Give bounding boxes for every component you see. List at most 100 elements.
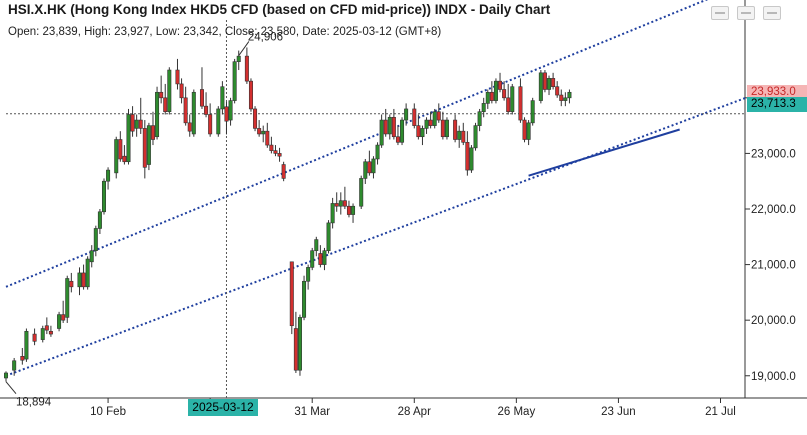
candle-body xyxy=(346,205,351,215)
candle-body xyxy=(502,89,507,99)
candle-body xyxy=(289,261,294,327)
candle-body xyxy=(322,250,327,265)
candle-body xyxy=(567,91,572,99)
y-tick-label: 19,000.0 xyxy=(751,371,796,383)
candle-body xyxy=(428,119,433,126)
candle-body xyxy=(457,130,462,140)
low-value: 23,342 xyxy=(183,26,219,38)
candle-body xyxy=(146,125,151,165)
candle-body xyxy=(489,91,494,101)
candle-body xyxy=(481,103,486,113)
candle-body xyxy=(297,317,302,371)
candle-body xyxy=(371,158,376,174)
candle-body xyxy=(310,250,315,268)
candle-body xyxy=(183,97,188,124)
candle-body xyxy=(465,141,470,171)
candle-body xyxy=(526,122,531,140)
candle-body xyxy=(555,86,560,96)
candle-body xyxy=(24,330,29,360)
candle-body xyxy=(363,161,368,179)
candle-body xyxy=(436,111,441,121)
candle-body xyxy=(122,155,127,163)
candle-body xyxy=(420,128,425,138)
candle-body xyxy=(293,328,298,371)
candle-body xyxy=(547,78,552,90)
candle-body xyxy=(273,150,278,154)
candle-body xyxy=(32,333,37,342)
close-value: 23,580 xyxy=(260,26,296,38)
candle-body xyxy=(538,72,543,101)
close-label: Close: xyxy=(224,26,258,38)
candle-body xyxy=(318,253,323,265)
candle-body xyxy=(359,178,364,207)
candle-body xyxy=(559,94,564,101)
candle-body xyxy=(89,250,94,263)
annotation-label: 18,894 xyxy=(16,397,52,409)
candle-body xyxy=(342,200,347,207)
candle-body xyxy=(204,105,209,115)
y-tick-label: 21,000.0 xyxy=(751,260,796,272)
candle-body xyxy=(114,139,119,174)
candle-body xyxy=(391,116,396,138)
candle-body xyxy=(199,89,204,107)
candle-body xyxy=(485,91,490,104)
candle-body xyxy=(461,130,466,143)
candle-body xyxy=(155,91,160,138)
candle-body xyxy=(469,147,474,171)
image-icon[interactable] xyxy=(711,6,729,20)
expand-icon[interactable] xyxy=(763,6,781,20)
candle-body xyxy=(404,108,409,121)
crosshair-date-tag: 2025-03-12 xyxy=(188,399,258,416)
last-price-tag: 23,933.0 xyxy=(747,85,807,100)
candle-body xyxy=(551,78,556,88)
support-trendline xyxy=(528,128,680,177)
candle-body xyxy=(4,372,9,379)
y-tick-label: 23,000.0 xyxy=(751,148,796,160)
y-tick-label: 22,000.0 xyxy=(751,204,796,216)
candle-body xyxy=(179,83,184,99)
candle-body xyxy=(248,80,253,110)
candle-body xyxy=(334,203,339,207)
candle-body xyxy=(387,116,392,135)
x-tick-label: 23 Jun xyxy=(601,406,636,418)
minimize-icon[interactable] xyxy=(737,6,755,20)
open-value: 23,839 xyxy=(42,26,78,38)
candle-body xyxy=(522,119,527,140)
date-value: 2025-03-12 (GMT+8) xyxy=(332,26,442,38)
candle-body xyxy=(493,80,498,101)
candle-body xyxy=(130,114,135,132)
candle-body xyxy=(106,169,111,182)
candle-body xyxy=(314,239,319,251)
candle-body xyxy=(351,205,356,215)
candle-body xyxy=(244,55,249,82)
candle-body xyxy=(77,272,82,288)
candle-body xyxy=(563,97,568,101)
candle-body xyxy=(220,86,225,110)
candle-body xyxy=(20,356,25,361)
annotation-leader xyxy=(238,41,250,56)
candle-body xyxy=(69,280,74,288)
chart-toolbar xyxy=(711,6,781,20)
candle-body xyxy=(236,55,241,62)
candle-body xyxy=(395,136,400,143)
x-tick-label: 28 Apr xyxy=(398,406,431,418)
candle-body xyxy=(118,139,123,160)
x-tick-label: 31 Mar xyxy=(294,406,330,418)
candle-body xyxy=(44,325,49,331)
low-label: Low: xyxy=(155,26,181,38)
candle-body xyxy=(167,69,172,113)
candle-body xyxy=(187,122,192,132)
candle-body xyxy=(138,119,143,129)
candle-body xyxy=(163,97,168,113)
channel-line xyxy=(5,94,754,377)
candle-body xyxy=(542,72,547,90)
candle-body xyxy=(510,86,515,113)
candle-body xyxy=(97,211,102,229)
open-label: Open: xyxy=(8,26,40,38)
candle-body xyxy=(101,180,106,213)
candle-body xyxy=(126,114,131,163)
candle-body xyxy=(412,108,417,126)
candle-body xyxy=(150,125,155,140)
candle-body xyxy=(367,161,372,174)
